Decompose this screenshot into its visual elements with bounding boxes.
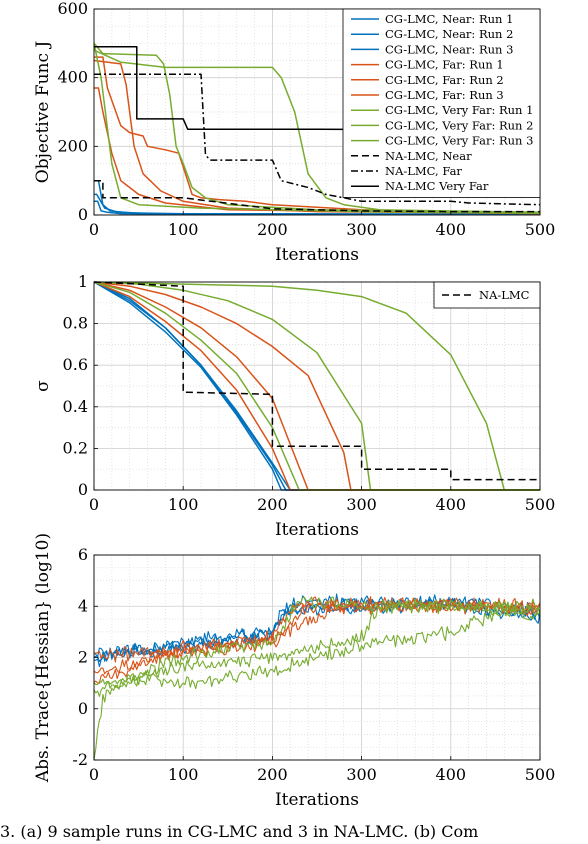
figure-caption: 3. (a) 9 sample runs in CG-LMC and 3 in …	[0, 822, 479, 841]
series-line-8	[94, 598, 540, 686]
x-axis-label: Iterations	[275, 520, 359, 540]
legend: CG-LMC, Near: Run 1CG-LMC, Near: Run 2CG…	[342, 8, 541, 198]
legend-entry: NA-LMC	[479, 288, 530, 302]
x-tick-label: 400	[436, 765, 467, 784]
series-line-11	[94, 73, 540, 206]
y-tick-label: 0.6	[63, 355, 88, 374]
legend-entry: CG-LMC, Very Far: Run 2	[385, 118, 533, 132]
y-tick-label: 400	[57, 68, 88, 87]
y-tick-label: 0	[78, 699, 88, 718]
x-tick-label: 200	[257, 495, 288, 514]
series-line-5	[94, 281, 540, 491]
legend-entry: NA-LMC, Near	[385, 149, 472, 163]
legend-box	[433, 281, 541, 309]
y-tick-label: -2	[72, 750, 88, 769]
series-group	[94, 281, 540, 491]
series-line-10	[94, 281, 540, 481]
chart-panel-1: 0 100 200 300 400 500 0 200 400 600 Iterations Obje…	[33, 0, 555, 265]
y-axis-label: Abs. Trace{Hessian} (log10)	[33, 533, 53, 783]
x-tick-label: 0	[89, 220, 99, 239]
plot-frame	[93, 281, 541, 491]
legend-entry: CG-LMC, Far: Run 2	[385, 73, 504, 87]
x-tick-label: 100	[168, 495, 199, 514]
chart-panel-2: 0 100 200 300 400 500 0 0.2 0.4 0.6 0.8 1 Iterations…	[33, 272, 555, 540]
x-tick-label: 300	[346, 220, 377, 239]
y-tick-label: 6	[78, 545, 88, 564]
y-axis-label: σ	[33, 380, 53, 392]
legend-box	[342, 8, 541, 198]
x-tick-label: 500	[525, 765, 556, 784]
grid	[93, 281, 541, 491]
series-line-4	[94, 281, 540, 491]
legend-entry: NA-LMC Very Far	[385, 179, 489, 193]
x-tick-label: 100	[168, 220, 199, 239]
series-line-10	[94, 179, 540, 213]
y-axis-label: Objective Func J	[33, 41, 53, 184]
legend-entry: CG-LMC, Very Far: Run 3	[385, 134, 533, 148]
y-tick-label: 0.2	[63, 438, 88, 457]
series-line-3	[94, 281, 540, 491]
series-line-3	[94, 193, 540, 216]
x-tick-label: 500	[525, 220, 556, 239]
legend-entry: CG-LMC, Far: Run 1	[385, 58, 504, 72]
x-tick-label: 100	[168, 765, 199, 784]
legend-entry: NA-LMC, Far	[385, 164, 462, 178]
legend-entry: CG-LMC, Near: Run 2	[385, 27, 513, 41]
x-tick-label: 0	[89, 765, 99, 784]
y-tick-label: 200	[57, 136, 88, 155]
series-line-8	[94, 281, 540, 491]
x-tick-label: 200	[257, 765, 288, 784]
x-tick-label: 500	[525, 495, 556, 514]
x-tick-label: 300	[346, 765, 377, 784]
series-line-7	[94, 281, 540, 491]
legend-entry: CG-LMC, Far: Run 3	[385, 88, 504, 102]
x-tick-label: 400	[436, 495, 467, 514]
y-tick-label: 0	[78, 480, 88, 499]
series-line-9	[94, 606, 540, 760]
y-tick-label: 4	[78, 596, 88, 615]
series-line-9	[94, 281, 540, 491]
legend-entry: CG-LMC, Very Far: Run 1	[385, 103, 533, 117]
x-tick-label: 300	[346, 495, 377, 514]
legend: NA-LMC	[433, 281, 541, 309]
y-tick-label: 600	[57, 0, 88, 18]
x-axis-label: Iterations	[275, 245, 359, 265]
x-tick-label: 0	[89, 495, 99, 514]
series-line-2	[94, 281, 540, 491]
y-tick-label: 2	[78, 648, 88, 667]
y-tick-label: 0.8	[63, 314, 88, 333]
series-line-8	[94, 49, 540, 214]
series-line-6	[94, 281, 540, 491]
x-axis-label: Iterations	[275, 790, 359, 810]
y-tick-label: 1	[78, 272, 88, 291]
x-tick-label: 400	[436, 220, 467, 239]
y-tick-label: 0.4	[63, 397, 88, 416]
series-group	[94, 593, 540, 760]
x-tick-label: 200	[257, 220, 288, 239]
legend-entry: CG-LMC, Near: Run 1	[385, 12, 513, 26]
series-line-3	[94, 594, 540, 662]
y-tick-label: 0	[78, 205, 88, 224]
legend-entry: CG-LMC, Near: Run 3	[385, 42, 513, 56]
